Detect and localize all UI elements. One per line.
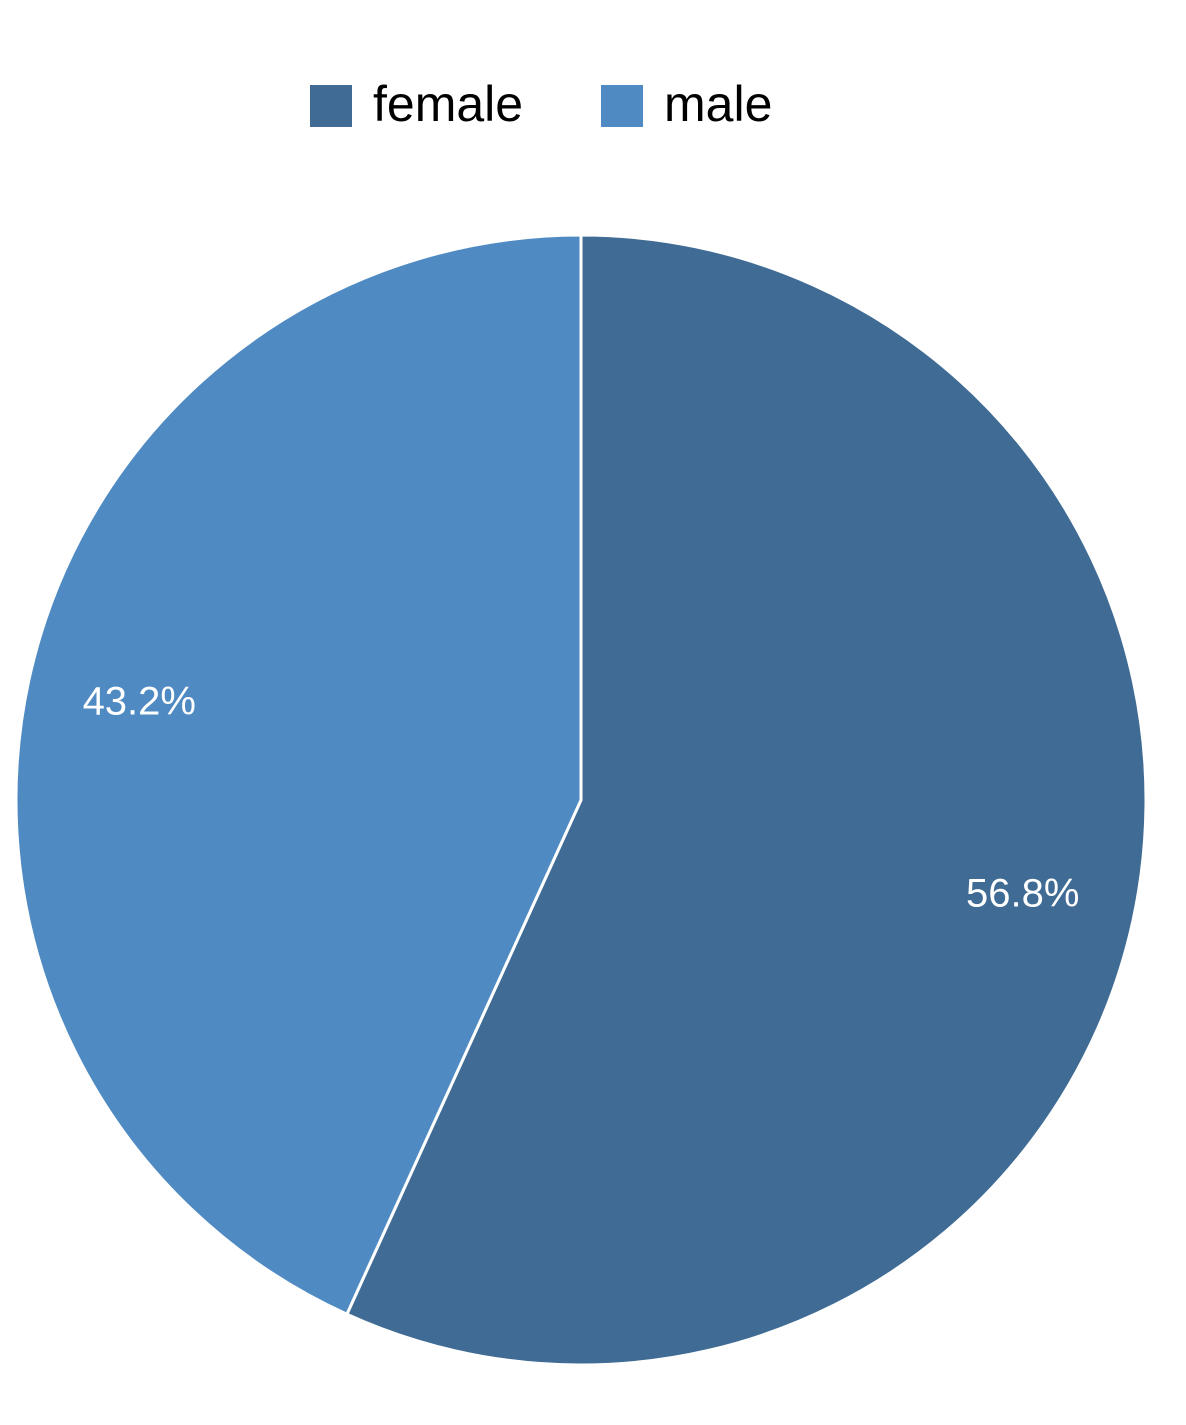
legend-label: male bbox=[664, 76, 772, 132]
slice-label: 56.8% bbox=[966, 871, 1079, 915]
pie-slice bbox=[345, 233, 1148, 1367]
legend-swatch bbox=[310, 85, 352, 127]
legend-label: female bbox=[373, 76, 523, 132]
pie-slice bbox=[14, 233, 583, 1316]
legend-swatch bbox=[601, 85, 643, 127]
slice-label: 43.2% bbox=[83, 680, 196, 724]
